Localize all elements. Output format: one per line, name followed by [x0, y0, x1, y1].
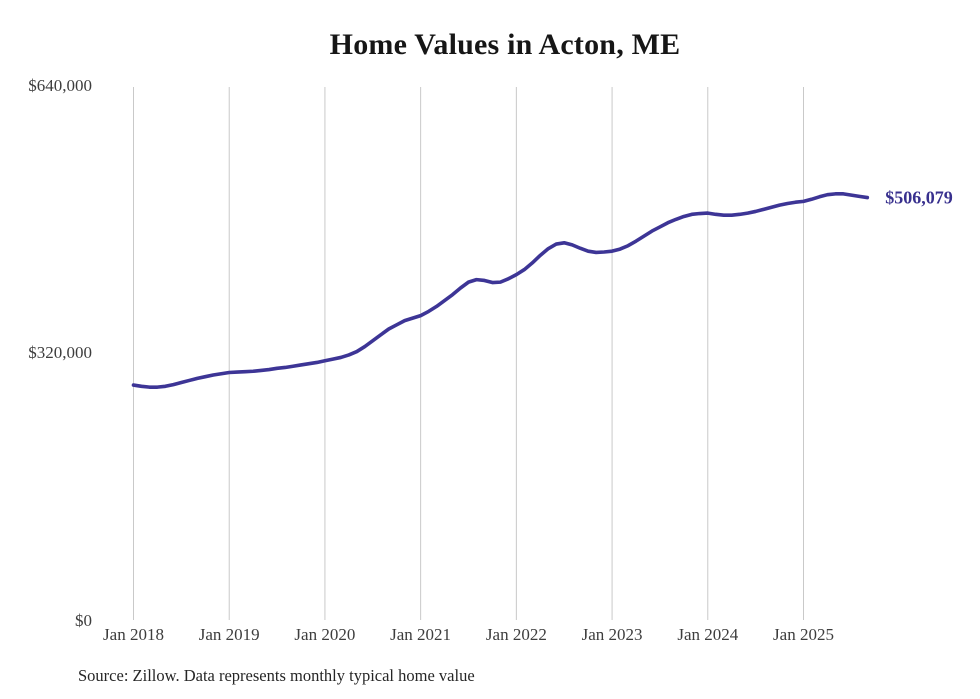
x-tick-label-jan-2025: Jan 2025 [773, 625, 834, 644]
x-tick-label-jan-2020: Jan 2020 [294, 625, 356, 644]
chart-title: Home Values in Acton, ME [329, 28, 681, 61]
y-tick-label-0: $640,000 [28, 75, 92, 95]
x-tick-label-jan-2019: Jan 2019 [198, 625, 260, 644]
home-value-line [131, 192, 870, 389]
x-tick-label-jan-2022: Jan 2022 [485, 625, 547, 644]
y-tick-label-1: $320,000 [28, 343, 92, 363]
x-tick-label-jan-2023: Jan 2023 [581, 625, 643, 644]
vertical-gridlines [133, 87, 804, 620]
latest-value-label: $506,079 [885, 187, 953, 208]
source-note: Source: Zillow. Data represents monthly … [78, 666, 475, 685]
x-tick-label-jan-2024: Jan 2024 [677, 625, 739, 644]
y-tick-label-2: $0 [75, 611, 92, 630]
x-tick-label-jan-2018: Jan 2018 [103, 625, 164, 644]
x-tick-label-jan-2021: Jan 2021 [390, 625, 452, 644]
